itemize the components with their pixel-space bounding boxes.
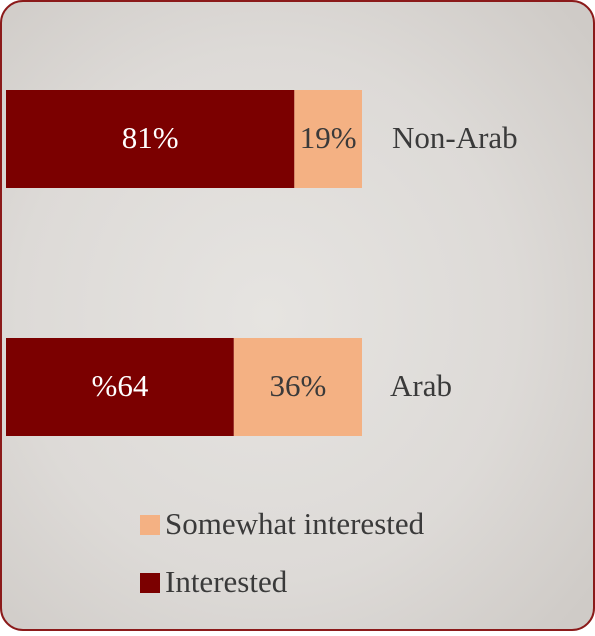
legend-swatch bbox=[140, 573, 160, 593]
value-label: %64 bbox=[92, 368, 149, 403]
category-label: Non-Arab bbox=[392, 120, 518, 155]
legend-swatch bbox=[140, 515, 160, 535]
chart: 81% 19% Non-Arab %64 36% Arab Interested Somewh… bbox=[0, 0, 595, 631]
value-label: 81% bbox=[122, 120, 179, 155]
legend-label: Somewhat interested bbox=[165, 506, 425, 541]
page: {"chart_data": {"type": "stacked-bar-hor… bbox=[0, 0, 595, 631]
value-label: 19% bbox=[300, 120, 357, 155]
legend-label: Interested bbox=[165, 564, 288, 599]
category-label: Arab bbox=[390, 368, 452, 403]
value-label: 36% bbox=[270, 368, 327, 403]
